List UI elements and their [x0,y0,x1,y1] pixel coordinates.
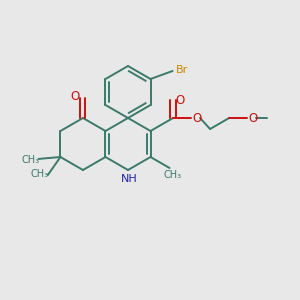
Text: CH₃: CH₃ [164,170,181,180]
Text: O: O [176,94,185,106]
Text: CH₃: CH₃ [22,155,40,165]
Text: O: O [70,89,80,103]
Text: CH₃: CH₃ [31,169,49,179]
Text: NH: NH [121,174,137,184]
Text: O: O [192,112,202,124]
Text: O: O [248,112,258,124]
Text: Br: Br [176,65,188,75]
